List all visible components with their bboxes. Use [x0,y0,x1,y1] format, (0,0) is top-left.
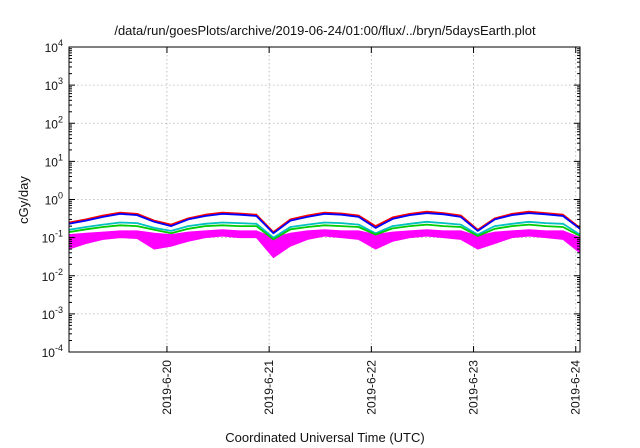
tick-layer: 10-4 10-3 10-2 10-1 100 101 102 103 104 2019-6-20… [42,38,583,415]
x-tick-label: 2019-6-22 [364,360,378,415]
y-tick-label: 104 [45,38,63,55]
y-tick-label: 10-4 [42,343,63,360]
series-line [68,223,581,241]
series-envelope [68,229,581,259]
y-tick-label: 103 [45,76,63,93]
y-tick-label: 10-2 [42,267,63,284]
y-tick-label: 101 [45,152,63,169]
series-line [68,210,581,234]
x-tick-label: 2019-6-20 [160,360,174,415]
y-tick-label: 10-1 [42,229,63,246]
series-line [68,212,581,235]
y-axis-label: cGy/day [16,176,31,224]
y-tick-label: 100 [45,191,63,208]
x-axis-label: Coordinated Universal Time (UTC) [225,430,424,445]
x-tick-label: 2019-6-21 [262,360,276,415]
series-layer [68,210,581,259]
grid-layer [69,47,580,352]
x-tick-label: 2019-6-24 [569,360,583,415]
y-tick-label: 102 [45,114,63,131]
y-tick-label: 10-3 [42,305,63,322]
x-tick-label: 2019-6-23 [467,360,481,415]
series-line [68,220,581,239]
chart-title: /data/run/goesPlots/archive/2019-06-24/0… [114,23,536,38]
